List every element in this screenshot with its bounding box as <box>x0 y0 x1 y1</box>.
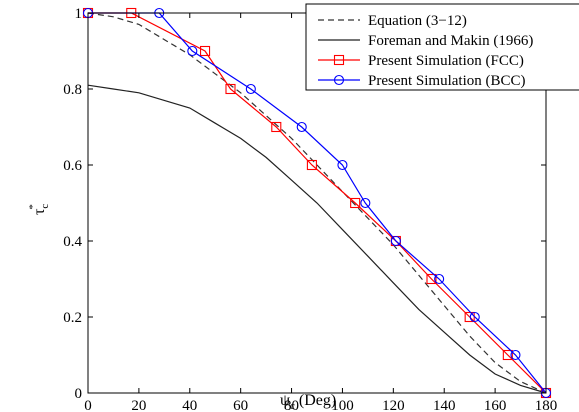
legend-label: Equation (3−12) <box>368 13 467 29</box>
data-point-square <box>426 273 437 285</box>
series-1 <box>87 12 547 394</box>
x-tick-label: 120 <box>382 398 405 412</box>
series-line <box>88 12 547 394</box>
x-tick-label: 180 <box>535 398 558 412</box>
legend-label: Present Simulation (BCC) <box>368 73 526 89</box>
data-point-circle <box>296 121 307 133</box>
data-point-square <box>306 159 317 171</box>
data-point-circle <box>187 45 198 57</box>
legend-marker-square <box>333 54 345 66</box>
legend: Equation (3−12) Foreman and Makin (1966) P… <box>305 3 579 91</box>
data-point-circle <box>360 197 371 209</box>
legend-item: Equation (3−12) <box>318 13 467 29</box>
data-point-circle <box>390 235 401 247</box>
x-axis-label: ψc (Deg) <box>280 392 336 412</box>
legend-label: Foreman and Makin (1966) <box>368 33 533 49</box>
data-point-square <box>350 197 361 209</box>
y-tick-label: 0 <box>75 386 83 402</box>
legend-label: Present Simulation (FCC) <box>368 53 524 69</box>
x-tick-label: 20 <box>131 398 146 412</box>
data-point-circle <box>337 159 348 171</box>
x-tick-label: 80 <box>284 398 299 412</box>
data-point-square <box>502 349 513 361</box>
data-point-circle <box>510 349 521 361</box>
series-line <box>87 84 547 394</box>
y-tick-label: 0.6 <box>63 158 82 174</box>
series-layer <box>82 7 552 399</box>
x-tick-label: 160 <box>484 398 507 412</box>
series-4 <box>82 7 552 399</box>
data-point-circle <box>245 83 256 95</box>
series-2 <box>87 84 547 394</box>
x-tick-label: 60 <box>233 398 248 412</box>
legend-marker-circle <box>333 74 345 86</box>
y-axis-label: τc* <box>27 204 51 215</box>
legend-box <box>305 3 579 91</box>
data-point-circle <box>469 311 480 323</box>
series-line <box>88 12 547 394</box>
series-line <box>87 12 547 394</box>
x-tick-label: 0 <box>84 398 92 412</box>
y-tick-label: 0.8 <box>63 82 82 98</box>
legend-item: Present Simulation (FCC) <box>318 53 524 69</box>
data-point-square <box>199 45 211 57</box>
data-point-circle <box>434 273 445 285</box>
axis-ticks: 0 20 40 60 80 100 120 140 160 180 0 0.2 0.4 0.6 0.8 1 <box>63 6 557 412</box>
data-point-square <box>271 121 282 133</box>
legend-item: Present Simulation (BCC) <box>318 73 526 89</box>
x-tick-label: 140 <box>433 398 456 412</box>
data-point-square <box>225 83 236 95</box>
y-tick-label: 0.4 <box>63 234 82 250</box>
y-tick-label: 1 <box>75 6 83 22</box>
x-tick-label: 40 <box>182 398 197 412</box>
y-tick-label: 0.2 <box>63 310 82 326</box>
x-tick-label: 100 <box>331 398 354 412</box>
legend-item: Foreman and Makin (1966) <box>318 33 533 49</box>
